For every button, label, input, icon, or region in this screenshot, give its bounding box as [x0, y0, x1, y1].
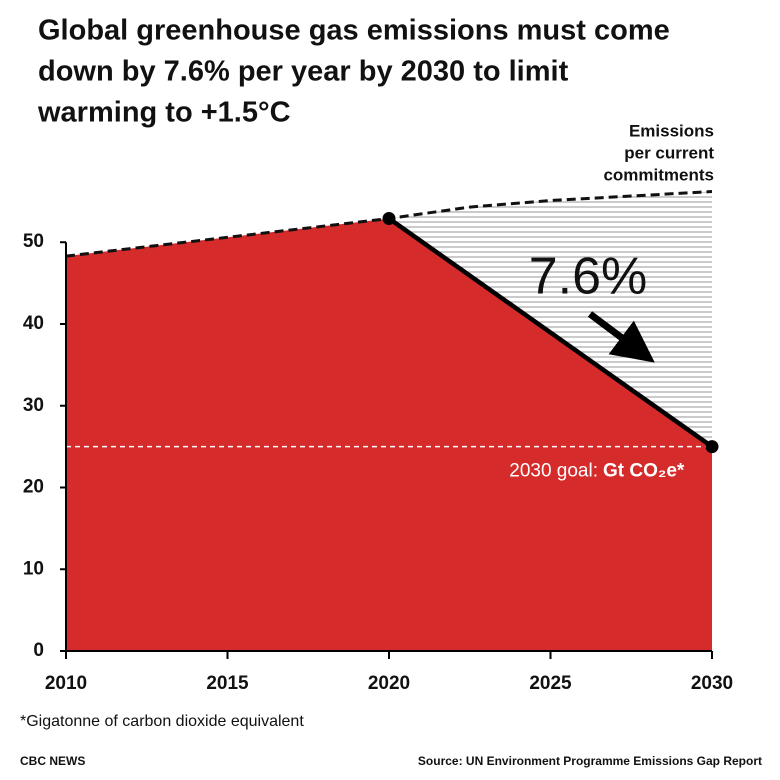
commitments-line	[65, 190, 713, 258]
chart-title: Global greenhouse gas emissions must com…	[38, 15, 670, 47]
arrow	[587, 311, 655, 363]
pathway-line	[387, 216, 714, 449]
point	[705, 440, 719, 454]
goal-unit: Gt CO₂e*	[603, 461, 685, 482]
emissions-area	[66, 218, 712, 652]
x-tick-label: 2025	[529, 673, 572, 694]
plot: 2030 goal: Gt CO₂e* Emissions per current co…	[23, 121, 733, 694]
x-tick-label: 2030	[691, 673, 733, 694]
y-tick-label: 10	[23, 558, 44, 579]
footnote: *Gigatonne of carbon dioxide equivalent	[20, 713, 304, 730]
y-tick-label: 30	[23, 395, 44, 416]
chart-title: down by 7.6% per year by 2030 to limit	[38, 56, 569, 88]
rate-label: 7.6%	[529, 248, 648, 306]
brand: CBC NEWS	[20, 754, 85, 768]
goal-label: 2030 goal:	[509, 461, 598, 482]
point	[382, 212, 396, 226]
y-tick-label: 0	[33, 640, 44, 661]
x-tick-label: 2010	[45, 673, 87, 694]
y-tick-label: 20	[23, 477, 44, 498]
commitments-label: per current	[624, 143, 714, 162]
commitments-label: commitments	[603, 165, 714, 184]
commitments-label: Emissions	[629, 121, 714, 140]
source: Source: UN Environment Programme Emissio…	[418, 754, 762, 768]
x-tick-label: 2020	[368, 673, 410, 694]
gap-hatch	[389, 191, 712, 447]
y-tick-label: 40	[23, 313, 44, 334]
chart-title: warming to +1.5°C	[37, 97, 291, 129]
y-tick-label: 50	[23, 231, 44, 252]
x-tick-label: 2015	[206, 673, 249, 694]
